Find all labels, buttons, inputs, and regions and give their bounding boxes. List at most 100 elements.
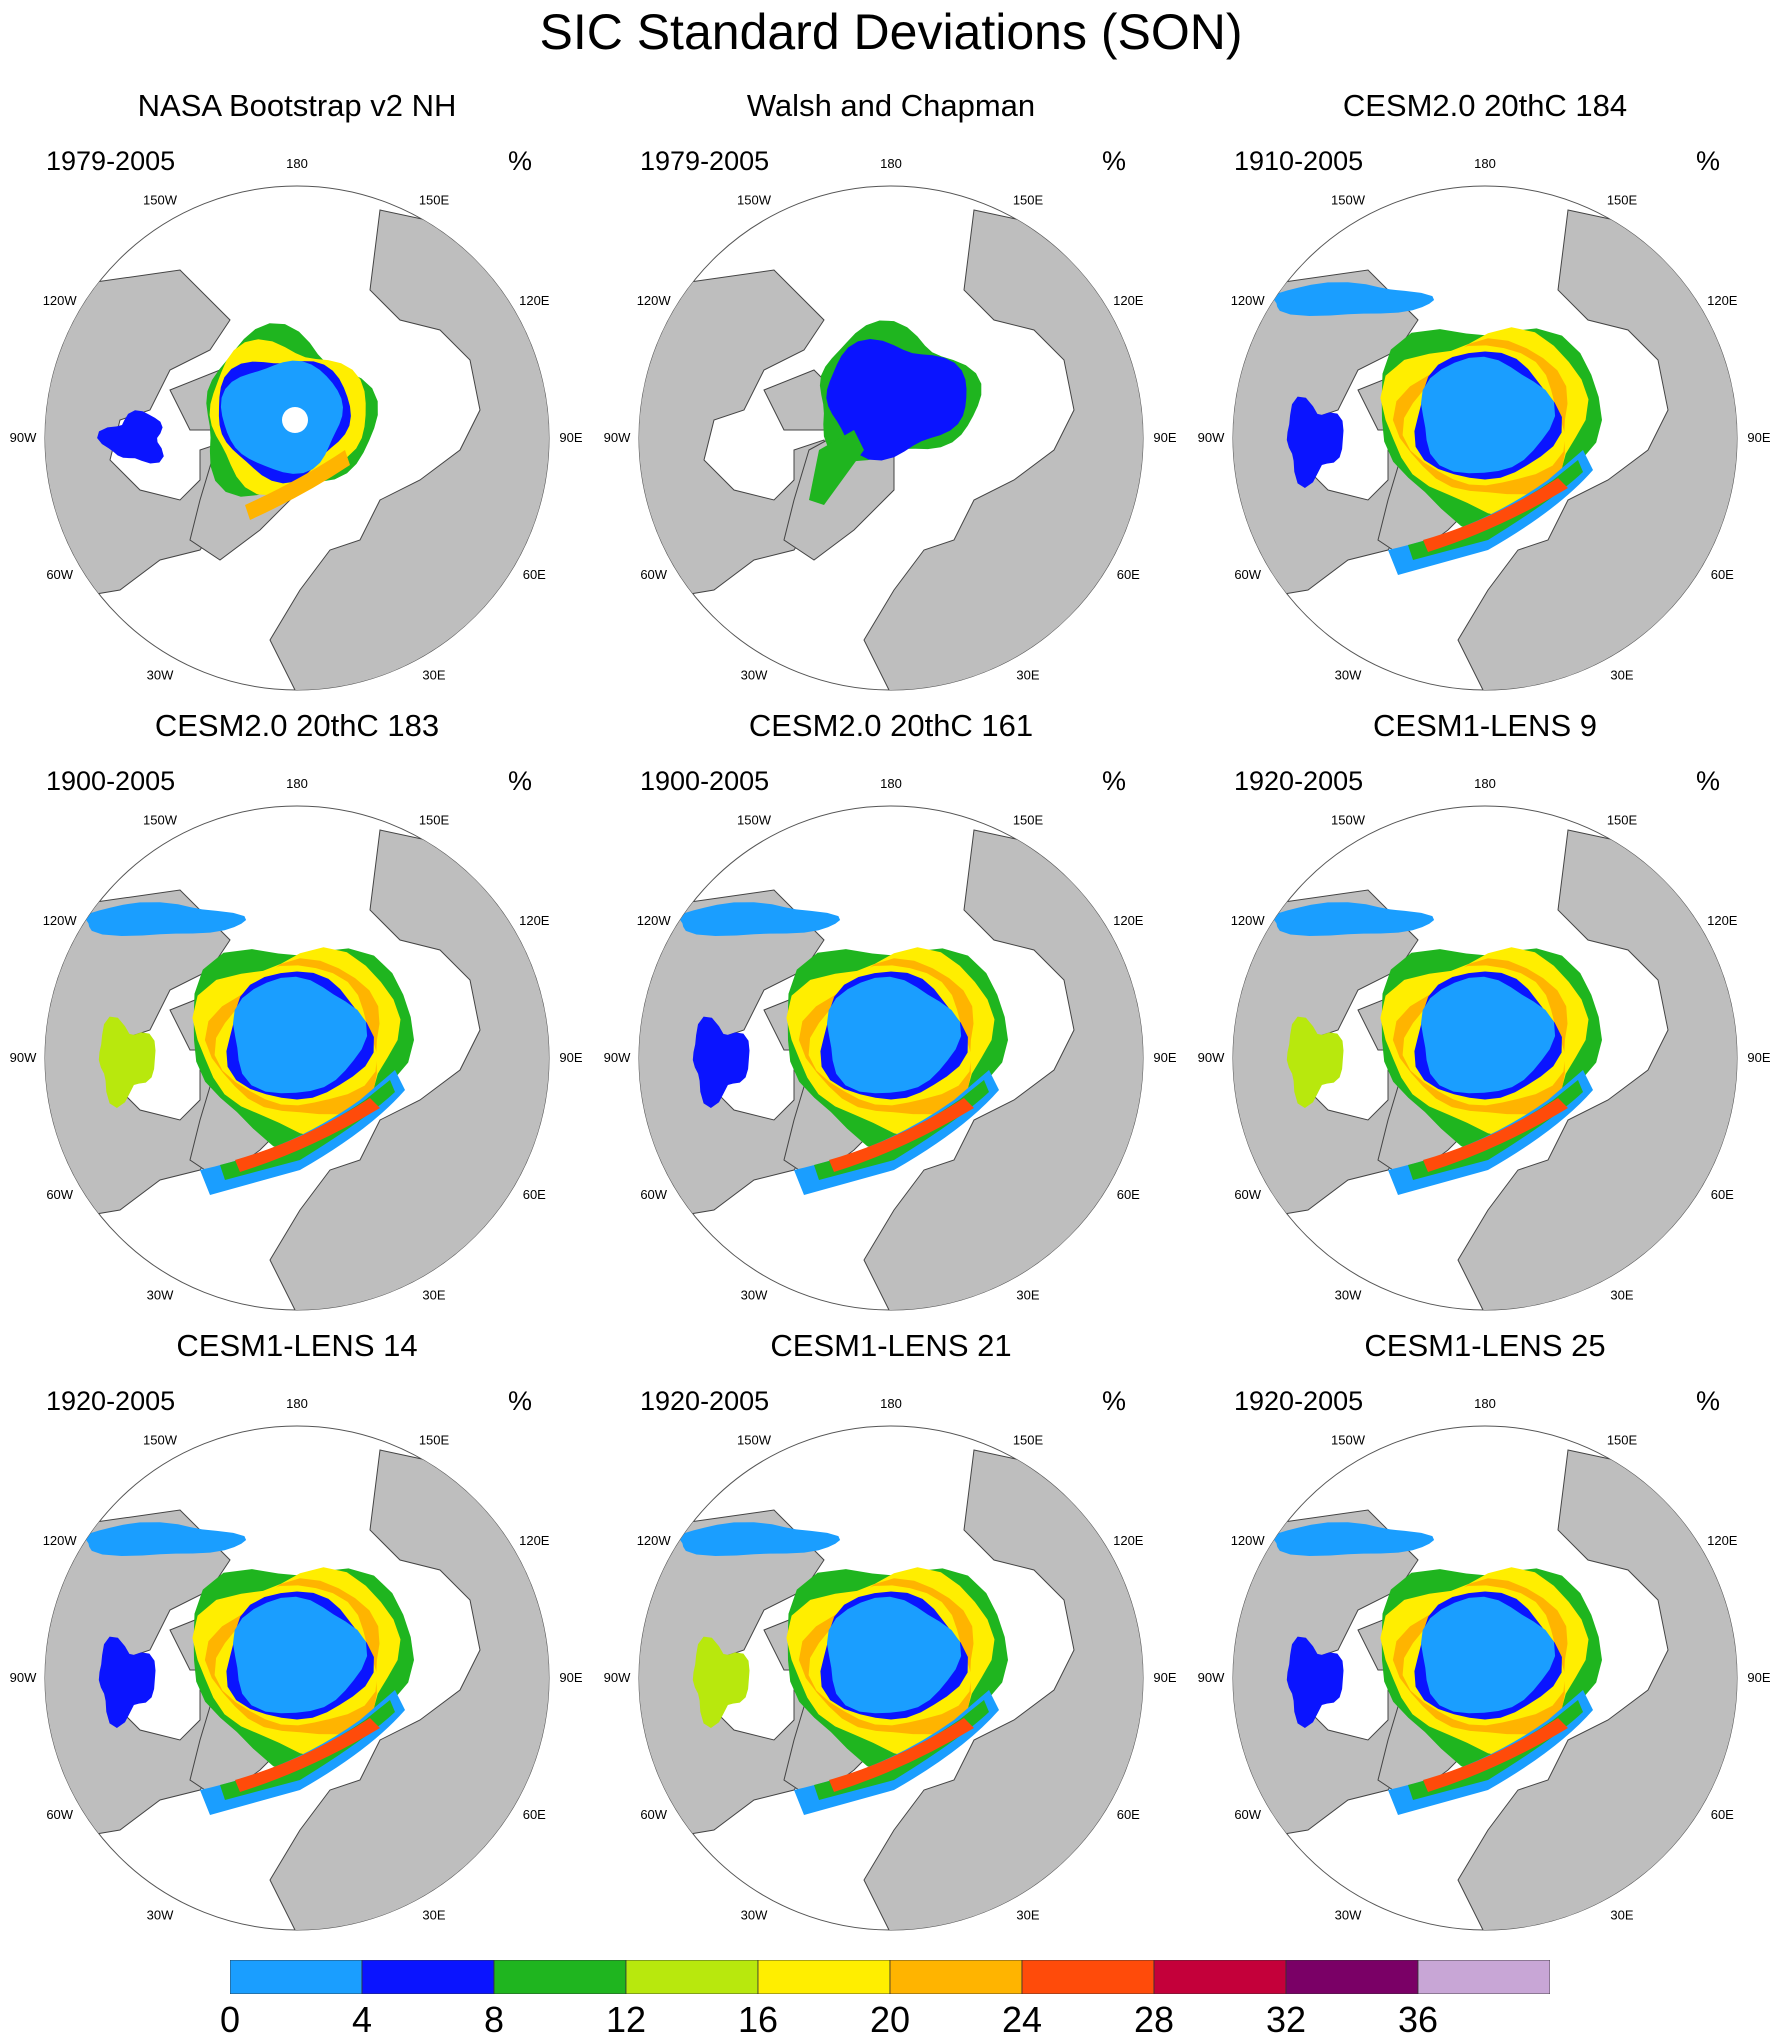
colorbar-swatch (1021, 1960, 1155, 1994)
longitude-label: 150E (419, 813, 450, 828)
colorbar-swatch (1153, 1960, 1287, 1994)
polar-map: 180150E120E90E60E30E030W60W90W120W150W (10, 156, 583, 691)
longitude-label: 30W (147, 1287, 174, 1302)
graticule: 180150E120E90E60E30E030W60W90W120W150W (10, 1396, 583, 1922)
colorbar-level-label: 24 (1001, 1999, 1043, 2040)
graticule: 180150E120E90E60E30E030W60W90W120W150W (604, 776, 1177, 1302)
longitude-label: 60W (46, 567, 73, 582)
longitude-label: 180 (1474, 1396, 1496, 1411)
longitude-label: 120E (1113, 1533, 1144, 1548)
colorbar-level-label: 36 (1397, 1999, 1439, 2040)
colorbar-level-label: 8 (483, 1999, 505, 2040)
graticule: 180150E120E90E60E30E030W60W90W120W150W (604, 156, 1177, 682)
sea-ice-variability (679, 1522, 1008, 1815)
longitude-label: 60E (523, 567, 546, 582)
longitude-label: 120W (43, 1533, 78, 1548)
longitude-label: 150W (1331, 193, 1366, 208)
graticule: 180150E120E90E60E30E030W60W90W120W150W (10, 156, 583, 682)
longitude-label: 30W (1335, 667, 1362, 682)
graticule: 180150E120E90E60E30E030W60W90W120W150W (10, 776, 583, 1302)
colorbar-level-label: 4 (351, 1999, 373, 2040)
colorbar-swatch (493, 1960, 627, 1994)
panel-period: 1920-2005 (1234, 1386, 1364, 1416)
longitude-label: 30E (1610, 1287, 1633, 1302)
panel-period: 1910-2005 (1234, 146, 1364, 176)
longitude-label: 30W (741, 1287, 768, 1302)
sea-ice-variability (1273, 282, 1602, 575)
longitude-label: 60W (1234, 1187, 1261, 1202)
longitude-label: 120W (1231, 913, 1266, 928)
colorbar-swatch (1285, 1960, 1419, 1994)
longitude-label: 30E (1610, 1907, 1633, 1922)
panel-title: CESM2.0 20thC 183 (154, 708, 440, 743)
longitude-label: 30E (422, 1287, 445, 1302)
longitude-label: 180 (286, 156, 308, 171)
map-panel: CESM1-LENS 9 1920-2005% 180 150E 120E 90E 60E 3… (1188, 700, 1782, 1320)
longitude-label: 120E (519, 1533, 550, 1548)
longitude-label: 120W (637, 1533, 672, 1548)
longitude-label: 150E (419, 1433, 450, 1448)
panel-period: 1979-2005 (46, 146, 176, 176)
longitude-label: 180 (880, 156, 902, 171)
longitude-label: 150W (1331, 813, 1366, 828)
panel-period: 1979-2005 (640, 146, 770, 176)
longitude-label: 30E (1016, 1907, 1039, 1922)
panel-title: CESM2.0 20thC 161 (748, 708, 1034, 743)
longitude-label: 120W (1231, 1533, 1266, 1548)
colorbar-level-label: 12 (605, 1999, 647, 2040)
longitude-label: 90W (10, 430, 37, 445)
longitude-label: 90E (1153, 1050, 1176, 1065)
longitude-label: 30E (422, 667, 445, 682)
map-panel: CESM2.0 20thC 161 1900-2005% 180 150E 120E 90… (594, 700, 1188, 1320)
longitude-label: 120E (1707, 293, 1738, 308)
panel-unit: % (1696, 766, 1721, 796)
longitude-label: 120E (1113, 913, 1144, 928)
longitude-label: 30E (1016, 1287, 1039, 1302)
panel-period: 1900-2005 (640, 766, 770, 796)
longitude-label: 90W (604, 1050, 631, 1065)
longitude-label: 30W (1335, 1287, 1362, 1302)
longitude-label: 90W (10, 1670, 37, 1685)
figure-title: SIC Standard Deviations (SON) (539, 4, 1243, 60)
longitude-label: 90W (10, 1050, 37, 1065)
sea-ice-variability (1273, 902, 1602, 1195)
longitude-label: 180 (286, 1396, 308, 1411)
colorbar-swatch (625, 1960, 759, 1994)
sea-ice-variability (85, 1522, 414, 1815)
longitude-label: 60E (523, 1187, 546, 1202)
panel-unit: % (508, 1386, 533, 1416)
longitude-label: 150W (1331, 1433, 1366, 1448)
longitude-label: 60W (640, 567, 667, 582)
panel-unit: % (1696, 1386, 1721, 1416)
longitude-label: 30E (422, 1907, 445, 1922)
longitude-label: 150E (1013, 813, 1044, 828)
panel-unit: % (1102, 146, 1127, 176)
graticule: 180150E120E90E60E30E030W60W90W120W150W (1198, 1396, 1771, 1922)
colorbar-swatch (757, 1960, 891, 1994)
longitude-label: 60E (1117, 1807, 1140, 1822)
polar-map: 180150E120E90E60E30E030W60W90W120W150W (10, 776, 583, 1311)
map-panel: CESM1-LENS 25 1920-2005% 180 150E 120E 90E 60E… (1188, 1320, 1782, 1940)
panel-unit: % (508, 146, 533, 176)
polar-map: 180150E120E90E60E30E030W60W90W120W150W (604, 776, 1177, 1311)
colorbar-level-label: 32 (1265, 1999, 1307, 2040)
longitude-label: 180 (286, 776, 308, 791)
panel-unit: % (508, 766, 533, 796)
colorbar-swatch (1417, 1960, 1550, 1994)
longitude-label: 150W (143, 813, 178, 828)
longitude-label: 180 (880, 1396, 902, 1411)
sea-ice-variability (809, 320, 982, 505)
longitude-label: 90E (1747, 1050, 1770, 1065)
colorbar-swatch (361, 1960, 495, 1994)
longitude-label: 60E (1117, 567, 1140, 582)
longitude-label: 150E (1607, 1433, 1638, 1448)
sea-ice-variability (97, 323, 378, 520)
longitude-label: 120E (1707, 913, 1738, 928)
longitude-label: 30W (741, 667, 768, 682)
sea-ice-variability (679, 902, 1008, 1195)
longitude-label: 90W (604, 1670, 631, 1685)
polar-map: 180150E120E90E60E30E030W60W90W120W150W (10, 1396, 583, 1931)
longitude-label: 90W (1198, 1670, 1225, 1685)
longitude-label: 60E (1117, 1187, 1140, 1202)
panel-title: Walsh and Chapman (746, 88, 1036, 123)
